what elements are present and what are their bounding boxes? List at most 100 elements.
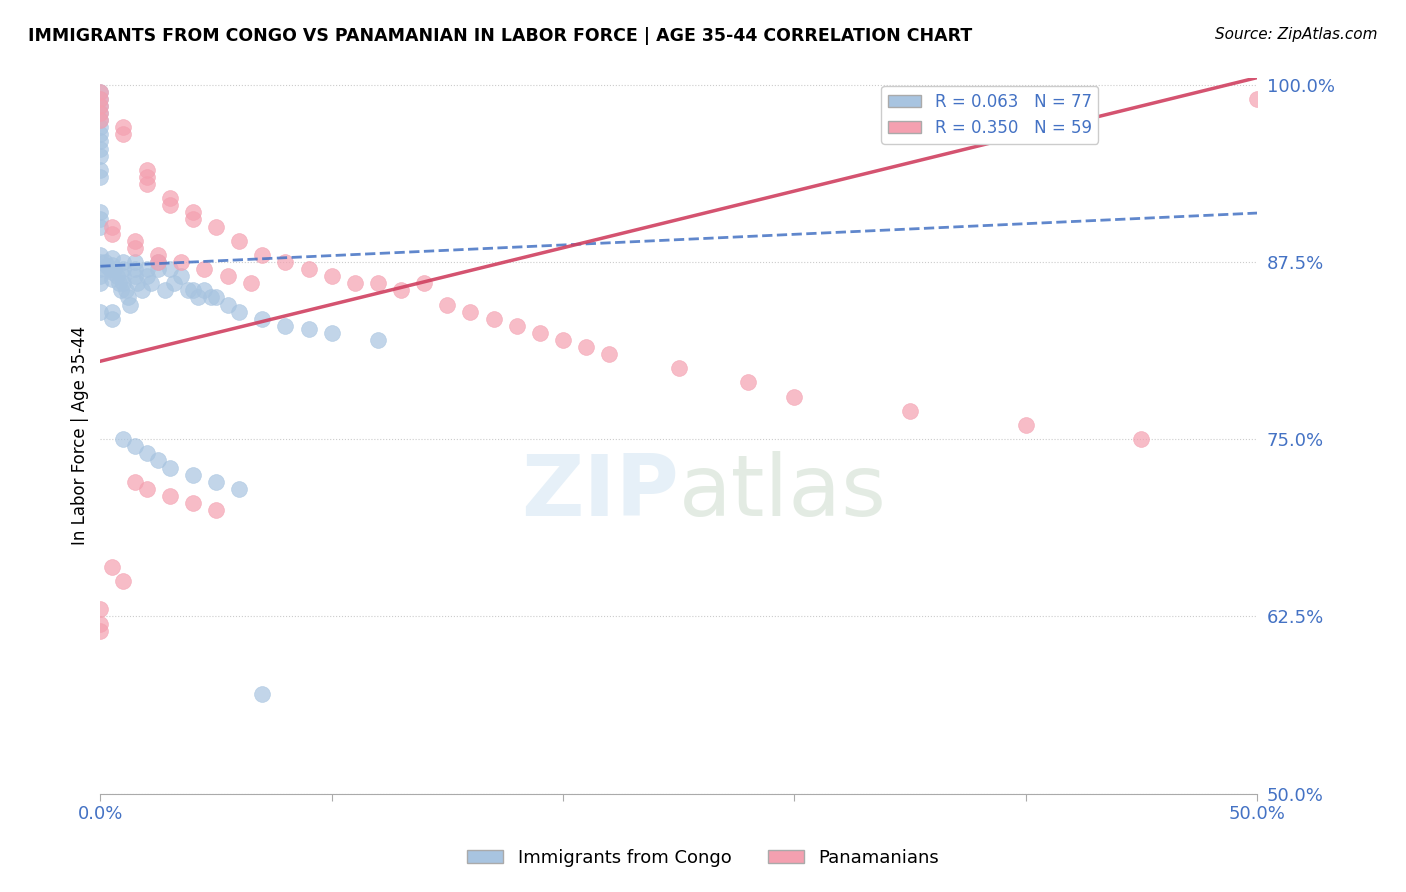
Point	[89, 99, 111, 113]
Point	[343, 277, 366, 291]
Point	[181, 496, 204, 510]
Point	[112, 432, 135, 446]
Point	[89, 106, 111, 120]
Point	[89, 219, 111, 234]
Point	[112, 128, 135, 142]
Point	[141, 277, 163, 291]
Point	[297, 262, 319, 277]
Y-axis label: In Labor Force | Age 35-44: In Labor Force | Age 35-44	[72, 326, 89, 545]
Point	[551, 333, 574, 347]
Point	[186, 290, 208, 304]
Point	[124, 475, 146, 489]
Point	[120, 297, 142, 311]
Point	[124, 269, 146, 284]
Point	[89, 304, 111, 318]
Point	[89, 616, 111, 631]
Point	[101, 272, 124, 286]
Point	[105, 269, 128, 284]
Point	[506, 318, 529, 333]
Point	[200, 290, 222, 304]
Point	[89, 106, 111, 120]
Point	[321, 326, 343, 340]
Point	[112, 120, 135, 135]
Point	[112, 262, 135, 277]
Point	[436, 297, 458, 311]
Point	[89, 85, 111, 99]
Point	[89, 148, 111, 162]
Point	[170, 269, 193, 284]
Point	[124, 234, 146, 248]
Point	[135, 162, 157, 177]
Point	[94, 255, 117, 269]
Point	[181, 212, 204, 227]
Legend: R = 0.063   N = 77, R = 0.350   N = 59: R = 0.063 N = 77, R = 0.350 N = 59	[882, 86, 1098, 144]
Point	[89, 92, 111, 106]
Point	[135, 482, 157, 496]
Text: atlas: atlas	[679, 451, 887, 534]
Point	[108, 277, 131, 291]
Text: ZIP: ZIP	[522, 451, 679, 534]
Point	[367, 277, 389, 291]
Point	[89, 624, 111, 638]
Point	[101, 311, 124, 326]
Point	[217, 297, 239, 311]
Point	[217, 269, 239, 284]
Point	[153, 283, 176, 297]
Point	[117, 290, 139, 304]
Point	[274, 255, 297, 269]
Point	[159, 460, 181, 475]
Point	[89, 169, 111, 184]
Point	[228, 482, 250, 496]
Point	[131, 283, 153, 297]
Point	[89, 269, 111, 284]
Point	[205, 219, 228, 234]
Point	[1246, 92, 1268, 106]
Point	[124, 255, 146, 269]
Point	[110, 283, 132, 297]
Point	[124, 241, 146, 255]
Point	[89, 85, 111, 99]
Point	[163, 277, 186, 291]
Point	[135, 269, 157, 284]
Point	[101, 265, 124, 279]
Point	[205, 503, 228, 517]
Point	[482, 311, 505, 326]
Point	[205, 290, 228, 304]
Point	[159, 262, 181, 277]
Point	[114, 283, 136, 297]
Point	[98, 262, 121, 277]
Point	[89, 255, 111, 269]
Point	[89, 92, 111, 106]
Point	[205, 475, 228, 489]
Point	[228, 304, 250, 318]
Point	[89, 142, 111, 156]
Point	[170, 255, 193, 269]
Point	[112, 255, 135, 269]
Point	[112, 574, 135, 588]
Point	[389, 283, 412, 297]
Point	[252, 311, 274, 326]
Point	[148, 255, 170, 269]
Point	[297, 321, 319, 335]
Point	[159, 191, 181, 205]
Point	[193, 283, 215, 297]
Point	[413, 277, 436, 291]
Point	[101, 251, 124, 265]
Point	[96, 259, 118, 273]
Point	[181, 205, 204, 219]
Point	[89, 262, 111, 277]
Point	[135, 177, 157, 191]
Point	[252, 688, 274, 702]
Point	[181, 467, 204, 482]
Point	[89, 135, 111, 149]
Point	[148, 248, 170, 262]
Point	[101, 304, 124, 318]
Point	[89, 99, 111, 113]
Point	[181, 283, 204, 297]
Point	[101, 219, 124, 234]
Point	[127, 277, 149, 291]
Point	[598, 347, 620, 361]
Point	[737, 376, 759, 390]
Point	[124, 439, 146, 453]
Point	[135, 169, 157, 184]
